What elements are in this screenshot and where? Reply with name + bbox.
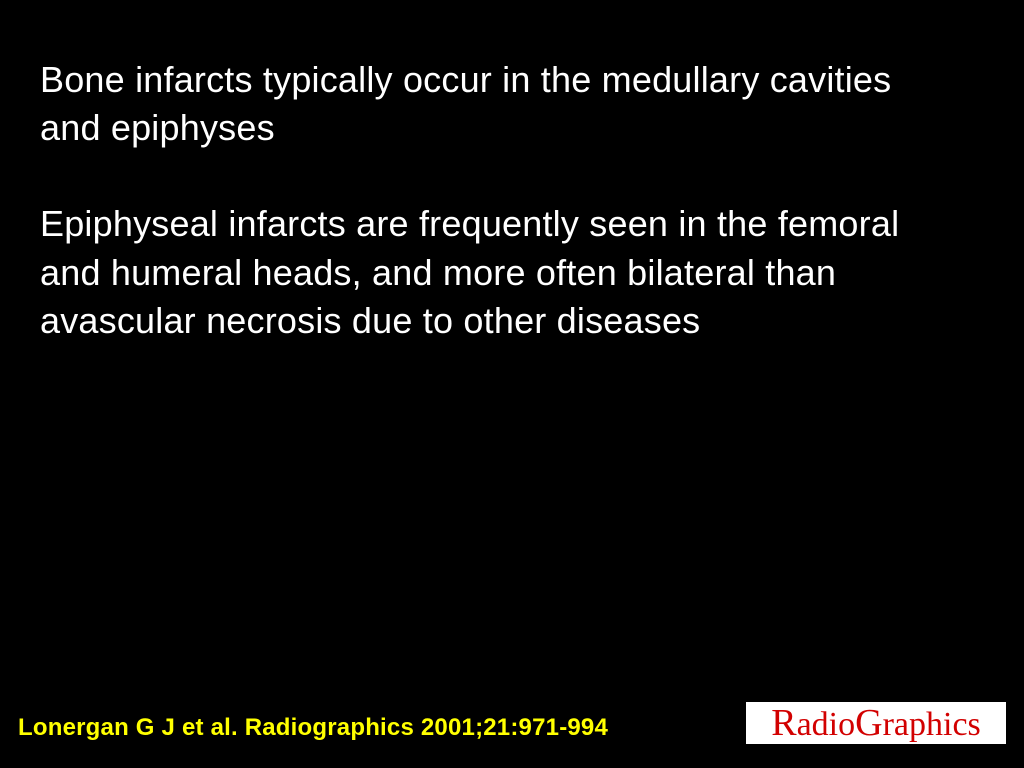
paragraph-1: Bone infarcts typically occur in the med… (40, 56, 960, 152)
body-text-block: Bone infarcts typically occur in the med… (40, 56, 960, 393)
radiographics-logo: RadioGraphics (746, 702, 1006, 744)
paragraph-2: Epiphyseal infarcts are frequently seen … (40, 200, 960, 345)
logo-text: RadioGraphics (771, 701, 981, 745)
slide: Bone infarcts typically occur in the med… (0, 0, 1024, 768)
citation-text: Lonergan G J et al. Radiographics 2001;2… (18, 714, 608, 742)
